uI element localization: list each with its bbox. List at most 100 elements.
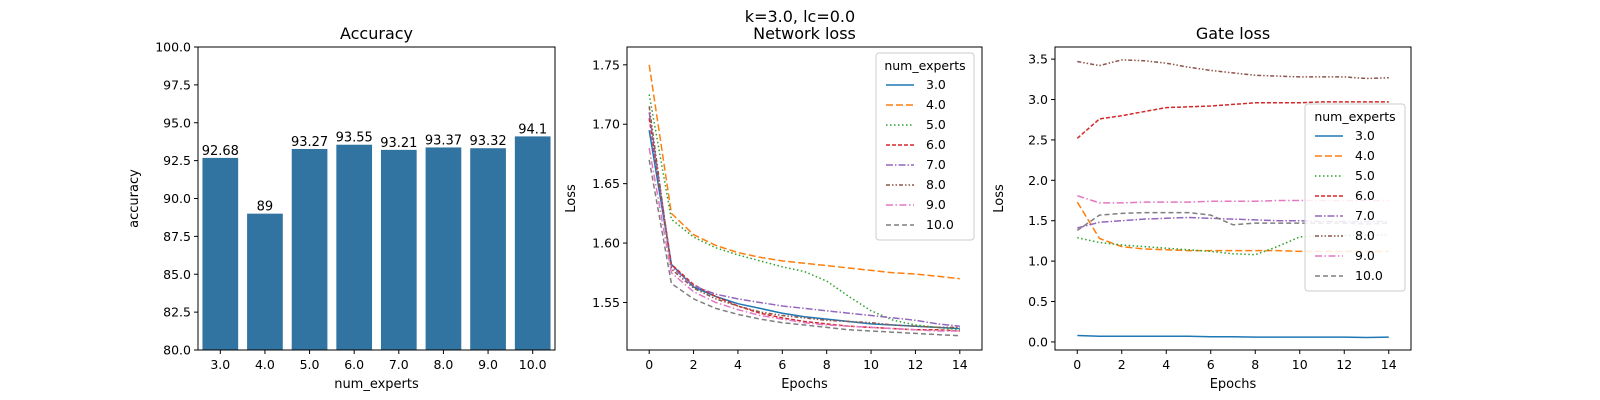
legend-entry: 4.0 — [926, 97, 946, 112]
legend-entry: 6.0 — [926, 137, 946, 152]
legend-entry: 6.0 — [1355, 188, 1375, 203]
y-axis-label: Loss — [564, 184, 579, 213]
x-tick-label: 2 — [690, 357, 698, 372]
series-line-8-0 — [648, 106, 960, 329]
y-tick-label: 1.55 — [592, 295, 620, 310]
bar — [380, 149, 417, 350]
y-tick-label: 2.5 — [1028, 132, 1048, 147]
x-tick-label: 0 — [645, 357, 653, 372]
figure-suptitle: k=3.0, lc=0.0 — [745, 7, 855, 26]
legend: num_experts 3.0 4.0 5.0 6.0 7.0 8.0 9.0 10.0 — [1304, 103, 1406, 292]
chart-title: Gate loss — [1196, 24, 1270, 43]
y-tick-label: 95.0 — [163, 115, 191, 130]
bar — [291, 148, 328, 350]
y-tick-label: 90.0 — [163, 191, 191, 206]
x-tick-label: 8.0 — [433, 357, 453, 372]
legend-entry: 10.0 — [1355, 268, 1383, 283]
axes-frame — [626, 46, 983, 351]
series-line-9-0 — [648, 147, 960, 332]
bar — [202, 157, 239, 350]
legend-entry: 9.0 — [926, 197, 946, 212]
legend-entry: 5.0 — [926, 117, 946, 132]
x-tick-label: 0 — [1073, 357, 1081, 372]
legend-box — [875, 52, 975, 241]
y-tick-label: 1.0 — [1028, 254, 1048, 269]
y-tick-label: 97.5 — [163, 77, 191, 92]
y-tick-label: 1.70 — [592, 117, 620, 132]
legend-entry: 4.0 — [1355, 148, 1375, 163]
series-line-5-0 — [648, 94, 960, 331]
x-tick-label: 6 — [1207, 357, 1215, 372]
legend-entry: 5.0 — [1355, 168, 1375, 183]
series-line-6-0 — [1076, 101, 1389, 139]
x-tick-label: 4 — [734, 357, 742, 372]
x-tick-label: 6 — [778, 357, 786, 372]
axes-frame — [1054, 46, 1412, 351]
series-line-7-0 — [1077, 216, 1389, 229]
x-tick-label: 4 — [1162, 357, 1170, 372]
x-tick-label: 6.0 — [344, 357, 364, 372]
x-axis-label: Epochs — [1210, 377, 1257, 392]
legend-title: num_experts — [884, 58, 965, 73]
y-tick-label: 1.5 — [1028, 213, 1048, 228]
y-tick-label: 80.0 — [163, 343, 191, 358]
legend-entry: 3.0 — [1355, 128, 1375, 143]
bar-data-label: 89 — [257, 200, 274, 215]
chart-title: Network loss — [753, 24, 856, 43]
y-tick-label: 0.5 — [1028, 294, 1048, 309]
y-tick-label: 3.5 — [1028, 52, 1048, 67]
x-tick-label: 12 — [907, 357, 923, 372]
bar — [470, 148, 506, 350]
bar — [336, 144, 373, 350]
axes-frame — [197, 46, 556, 351]
legend-title: num_experts — [1314, 109, 1395, 124]
y-tick-label: 92.5 — [163, 153, 191, 168]
bar-data-label: 93.32 — [469, 134, 506, 149]
x-tick-label: 4.0 — [255, 357, 275, 372]
bar — [514, 136, 551, 350]
series-line-10-0 — [648, 159, 960, 337]
bar — [425, 147, 462, 350]
y-tick-label: 1.75 — [592, 57, 620, 72]
chart-2: Network loss Epochs Loss 1.55 1.60 1.65 1.70 1.… — [564, 24, 983, 392]
chart-3: Gate loss Epochs Loss 0.0 0.5 1.0 1.5 2.0 2.5 3.0… — [992, 24, 1412, 392]
y-tick-label: 1.60 — [592, 236, 620, 251]
x-tick-label: 12 — [1336, 357, 1352, 372]
y-tick-label: 3.0 — [1028, 92, 1048, 107]
chart-title: Accuracy — [340, 24, 413, 43]
series-line-4-0 — [648, 64, 960, 280]
chart-1: Accuracy num_experts accuracy 80.0 82.5 85.0 8… — [127, 24, 556, 392]
x-tick-label: 8 — [823, 357, 831, 372]
legend: num_experts 3.0 4.0 5.0 6.0 7.0 8.0 9.0 10.0 — [875, 52, 975, 241]
y-axis-label: Loss — [992, 184, 1007, 213]
legend-entry: 3.0 — [926, 77, 946, 92]
bar-data-label: 94.1 — [518, 122, 547, 137]
series-lines — [648, 64, 960, 337]
x-tick-label: 8 — [1251, 357, 1259, 372]
bar — [247, 213, 283, 350]
x-tick-label: 2 — [1118, 357, 1126, 372]
series-line-8-0 — [1077, 59, 1389, 80]
y-tick-label: 85.0 — [163, 267, 191, 282]
bar-data-label: 93.37 — [425, 133, 462, 148]
x-tick-label: 14 — [952, 357, 968, 372]
x-axis-label: num_experts — [334, 377, 419, 392]
y-tick-label: 100.0 — [155, 40, 191, 55]
x-tick-label: 10 — [1292, 357, 1308, 372]
x-tick-label: 10 — [863, 357, 879, 372]
series-line-3-0 — [1077, 334, 1389, 339]
series-line-7-0 — [648, 112, 960, 327]
charts-area: Accuracynum_expertsaccuracy80.082.585.08… — [127, 24, 1412, 392]
bar-data-label: 93.27 — [291, 135, 328, 150]
legend-entry: 8.0 — [1355, 228, 1375, 243]
legend-entry: 8.0 — [926, 177, 946, 192]
bar-data-label: 92.68 — [202, 144, 239, 159]
y-tick-label: 87.5 — [163, 229, 191, 244]
legend-entry: 7.0 — [926, 157, 946, 172]
legend-entry: 10.0 — [926, 217, 954, 232]
x-tick-label: 5.0 — [300, 357, 320, 372]
y-tick-label: 2.0 — [1028, 173, 1048, 188]
x-tick-label: 7.0 — [389, 357, 409, 372]
y-tick-label: 1.65 — [592, 176, 620, 191]
